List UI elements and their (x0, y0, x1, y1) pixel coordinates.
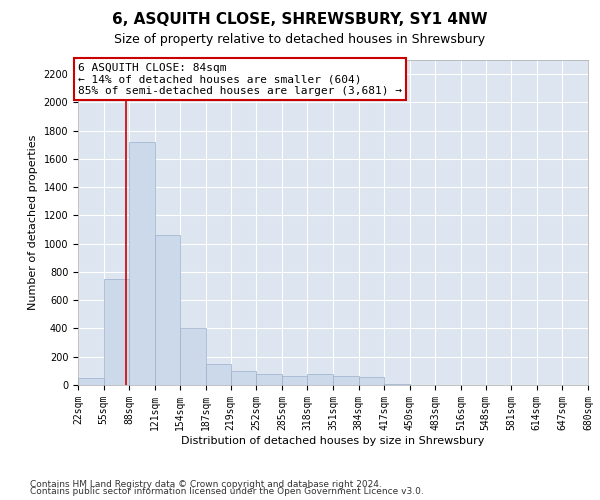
Bar (181, 328, 206, 385)
Bar (78, 378, 104, 385)
Bar (206, 364, 230, 385)
Text: Contains public sector information licensed under the Open Government Licence v3: Contains public sector information licen… (30, 488, 424, 496)
Text: Size of property relative to detached houses in Shrewsbury: Size of property relative to detached ho… (115, 32, 485, 46)
Bar (333, 376, 359, 385)
Text: 6 ASQUITH CLOSE: 84sqm
← 14% of detached houses are smaller (604)
85% of semi-de: 6 ASQUITH CLOSE: 84sqm ← 14% of detached… (78, 63, 402, 96)
Bar (256, 374, 282, 385)
Bar (307, 374, 333, 385)
Y-axis label: Number of detached properties: Number of detached properties (28, 135, 38, 310)
Bar (104, 279, 129, 385)
Bar (359, 377, 384, 385)
Bar (282, 376, 307, 385)
Bar (129, 142, 155, 385)
X-axis label: Distribution of detached houses by size in Shrewsbury: Distribution of detached houses by size … (181, 436, 485, 446)
Bar (155, 235, 181, 385)
Bar (384, 384, 410, 385)
Bar (230, 371, 256, 385)
Text: Contains HM Land Registry data © Crown copyright and database right 2024.: Contains HM Land Registry data © Crown c… (30, 480, 382, 489)
Text: 6, ASQUITH CLOSE, SHREWSBURY, SY1 4NW: 6, ASQUITH CLOSE, SHREWSBURY, SY1 4NW (112, 12, 488, 28)
